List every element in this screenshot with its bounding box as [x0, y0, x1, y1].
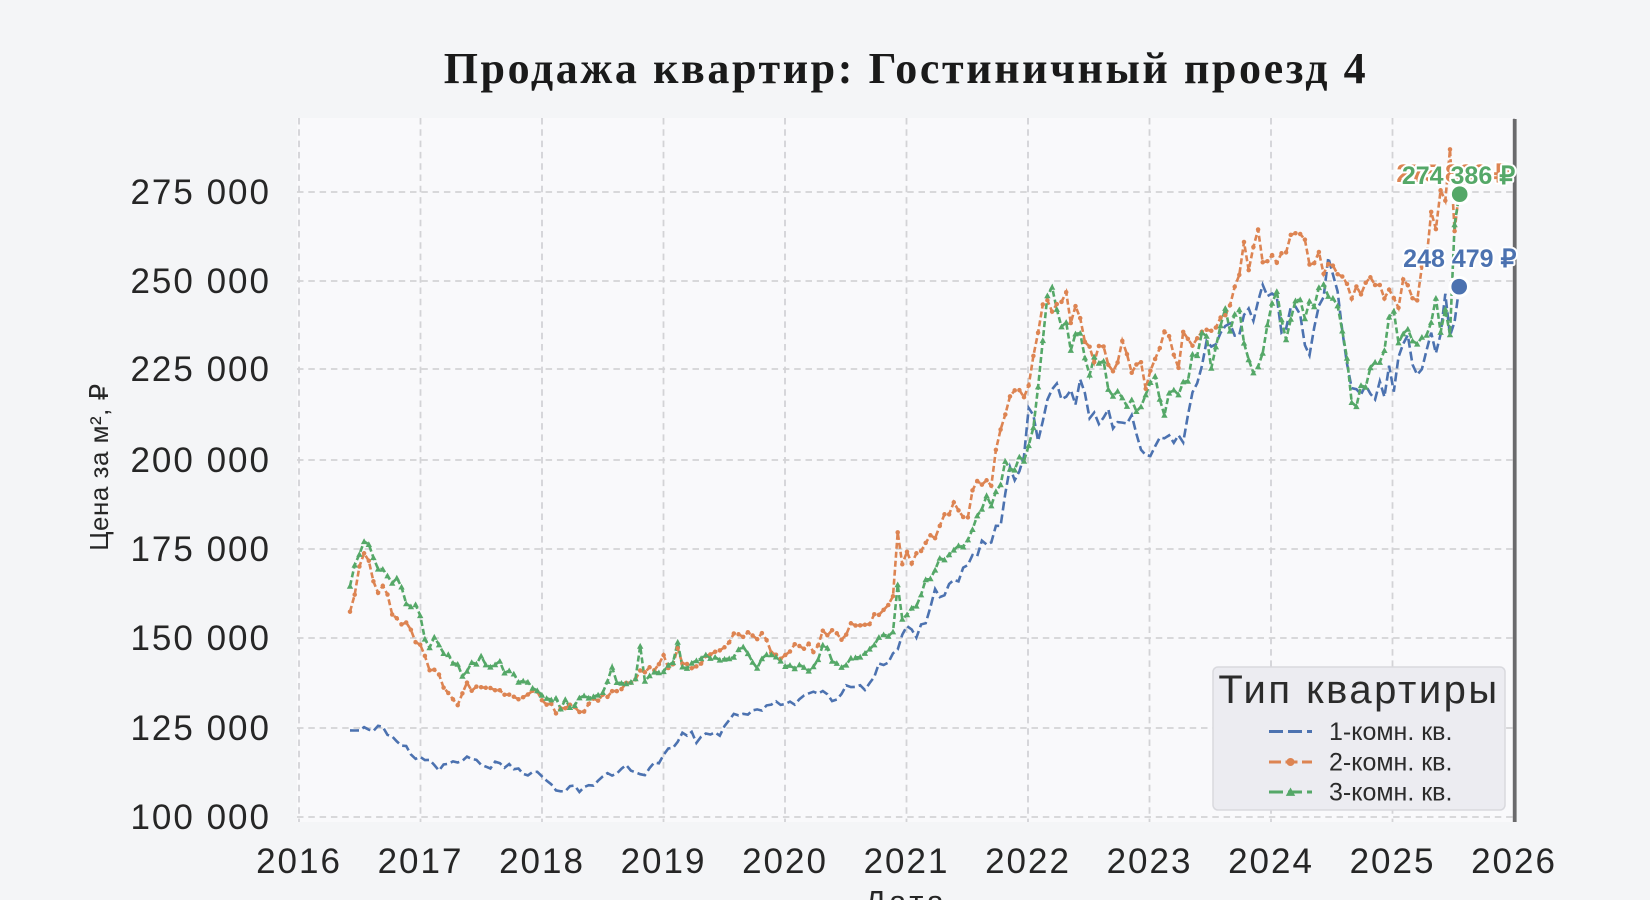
- svg-text:2019: 2019: [621, 842, 707, 881]
- svg-text:Дата: Дата: [865, 884, 948, 900]
- svg-text:2025: 2025: [1350, 842, 1436, 881]
- svg-text:248 479 ₽: 248 479 ₽: [1403, 245, 1516, 273]
- svg-text:200 000: 200 000: [130, 441, 271, 480]
- svg-text:2018: 2018: [499, 842, 585, 881]
- svg-text:125 000: 125 000: [130, 709, 271, 748]
- svg-text:2023: 2023: [1107, 842, 1193, 881]
- svg-text:2-комн. кв.: 2-комн. кв.: [1329, 749, 1452, 777]
- svg-text:274 386 ₽: 274 386 ₽: [1402, 162, 1515, 190]
- svg-text:Продажа квартир: Гостиничный п: Продажа квартир: Гостиничный проезд 4: [444, 44, 1369, 93]
- svg-text:3-комн. кв.: 3-комн. кв.: [1329, 779, 1452, 807]
- svg-text:1-комн. кв.: 1-комн. кв.: [1329, 718, 1452, 746]
- svg-text:225 000: 225 000: [130, 350, 271, 389]
- svg-text:275 832 ₽: 275 832 ₽: [1396, 160, 1509, 188]
- svg-text:2017: 2017: [378, 842, 464, 881]
- svg-text:Цена за м², ₽: Цена за м², ₽: [84, 383, 114, 550]
- svg-text:275 000: 275 000: [130, 173, 271, 212]
- svg-text:2016: 2016: [256, 842, 342, 881]
- svg-text:Тип квартиры: Тип квартиры: [1218, 668, 1499, 712]
- svg-text:175 000: 175 000: [130, 530, 271, 569]
- svg-text:2026: 2026: [1471, 842, 1557, 881]
- svg-text:150 000: 150 000: [130, 619, 271, 658]
- svg-text:2020: 2020: [742, 842, 828, 881]
- svg-text:100 000: 100 000: [130, 798, 271, 837]
- svg-text:250 000: 250 000: [130, 262, 271, 301]
- svg-text:2024: 2024: [1228, 842, 1314, 881]
- svg-text:2022: 2022: [985, 842, 1071, 881]
- svg-text:2021: 2021: [864, 842, 950, 881]
